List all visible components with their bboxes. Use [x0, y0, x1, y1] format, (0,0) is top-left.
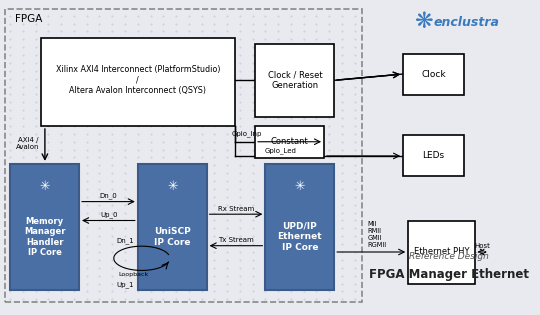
Text: UPD/IP
Ethernet
IP Core: UPD/IP Ethernet IP Core	[278, 222, 322, 252]
Text: Constant: Constant	[271, 137, 309, 146]
FancyBboxPatch shape	[10, 164, 79, 290]
Text: ✳: ✳	[167, 180, 178, 193]
FancyBboxPatch shape	[408, 220, 475, 284]
Text: Gpio_Led: Gpio_Led	[265, 147, 296, 154]
Text: Host: Host	[474, 243, 490, 249]
Text: ✳: ✳	[294, 180, 305, 193]
Text: Tx Stream: Tx Stream	[218, 237, 254, 243]
Text: enclustra: enclustra	[434, 15, 500, 29]
Text: ✳: ✳	[39, 180, 50, 193]
Text: Clock / Reset
Generation: Clock / Reset Generation	[268, 71, 322, 90]
Text: Loopback: Loopback	[119, 272, 149, 278]
FancyBboxPatch shape	[255, 126, 324, 158]
Text: Reference Design: Reference Design	[409, 252, 489, 261]
Text: FPGA: FPGA	[15, 14, 43, 24]
Text: Dn_0: Dn_0	[100, 192, 118, 199]
Text: Clock: Clock	[421, 70, 446, 78]
Text: Memory
Manager
Handler
IP Core: Memory Manager Handler IP Core	[24, 217, 65, 257]
Text: Up_0: Up_0	[100, 211, 117, 218]
FancyBboxPatch shape	[403, 135, 464, 176]
Text: Rx Stream: Rx Stream	[218, 206, 254, 212]
FancyBboxPatch shape	[41, 38, 235, 126]
Text: AXI4 /
Avalon: AXI4 / Avalon	[16, 137, 40, 150]
Text: Up_1: Up_1	[116, 281, 134, 288]
Text: ❋: ❋	[414, 12, 433, 32]
FancyBboxPatch shape	[255, 44, 334, 117]
Text: FPGA Manager Ethernet: FPGA Manager Ethernet	[369, 267, 529, 281]
FancyBboxPatch shape	[403, 54, 464, 94]
Text: Xilinx AXI4 Interconnect (PlatformStudio)
/
Altera Avalon Interconnect (QSYS): Xilinx AXI4 Interconnect (PlatformStudio…	[56, 66, 220, 95]
FancyBboxPatch shape	[138, 164, 207, 290]
Text: Gpio_Inp: Gpio_Inp	[231, 130, 261, 137]
Text: UniSCP
IP Core: UniSCP IP Core	[154, 227, 191, 247]
Text: MII
RMII
GMII
RGMII: MII RMII GMII RGMII	[367, 221, 387, 248]
Text: Dn_1: Dn_1	[116, 238, 134, 244]
Text: Ethernet PHY: Ethernet PHY	[414, 248, 469, 256]
FancyBboxPatch shape	[265, 164, 334, 290]
Text: LEDs: LEDs	[423, 152, 445, 160]
